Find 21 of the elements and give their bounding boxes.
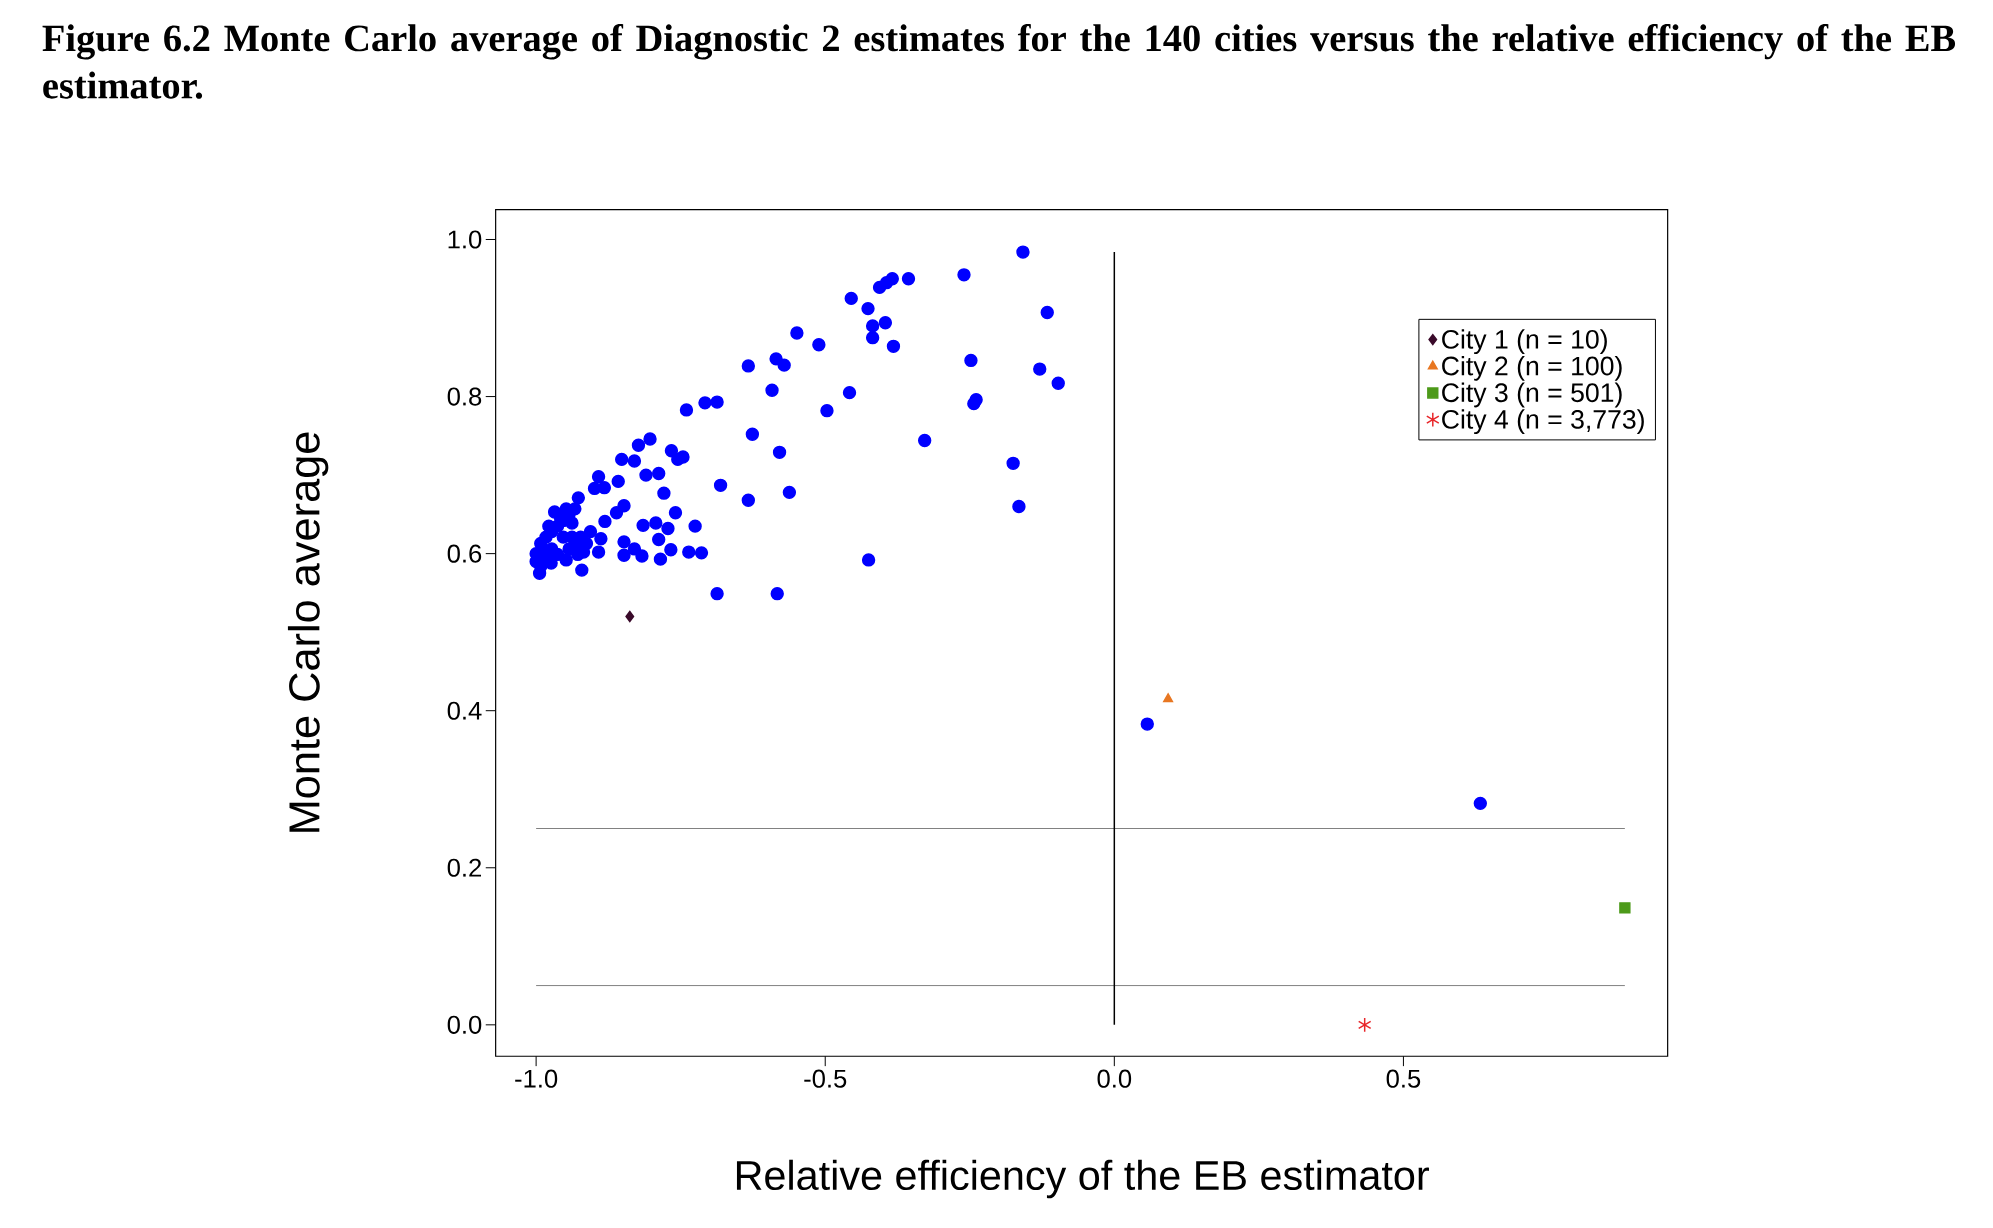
y-tick-label: 0.4 bbox=[447, 701, 482, 720]
legend-label: City 1 (n = 10) bbox=[1442, 329, 1607, 354]
x-tick-label: 0.0 bbox=[1097, 1069, 1132, 1088]
chart-title: Figure 6.2 Monte Carlo average of Diagnostic 2 estimates for the 140 cities versus the relative efficiency of the EB estimator. bbox=[42, 23, 1956, 99]
point bbox=[1163, 693, 1174, 702]
legend-label: City 2 (n = 100) bbox=[1442, 355, 1622, 381]
x-axis-title: Relative efficiency of the EB estimator bbox=[736, 1159, 1429, 1199]
x-tick-label: 0.5 bbox=[1386, 1069, 1421, 1088]
y-tick-label: 0.8 bbox=[447, 387, 482, 406]
legend-label: City 3 (n = 501) bbox=[1442, 382, 1622, 408]
legend-label: City 4 (n = 3,773) bbox=[1442, 409, 1644, 434]
y-axis-title: Monte Carlo average bbox=[287, 432, 329, 832]
y-tick-label: 0.0 bbox=[447, 1015, 482, 1034]
x-tick-label: -1.0 bbox=[515, 1069, 558, 1088]
x-tick-label: -0.5 bbox=[804, 1069, 847, 1088]
y-tick-label: 0.2 bbox=[447, 858, 481, 877]
y-tick-label: 0.6 bbox=[447, 544, 482, 563]
point bbox=[1357, 1017, 1372, 1033]
y-tick-label: 1.0 bbox=[448, 230, 482, 249]
point bbox=[1619, 901, 1631, 914]
point bbox=[625, 610, 635, 622]
